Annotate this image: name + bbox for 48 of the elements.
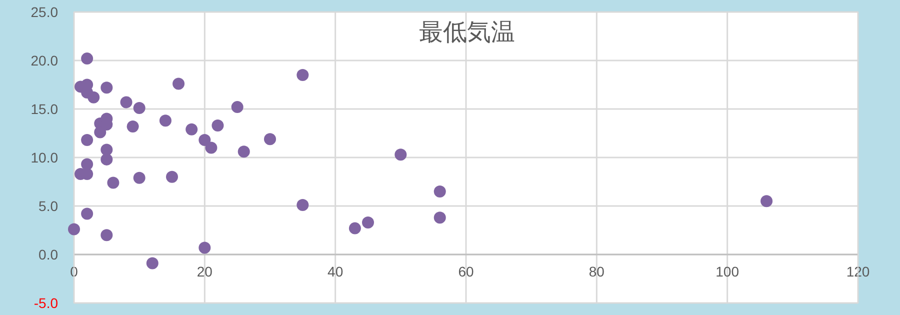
chart-title: 最低気温 <box>419 19 515 46</box>
point <box>146 257 158 270</box>
point <box>100 153 113 166</box>
point <box>81 52 94 65</box>
point <box>212 119 224 132</box>
point <box>166 170 178 183</box>
point <box>205 142 218 154</box>
x-tick-label: 80 <box>588 264 605 280</box>
y-tick-label: 15.0 <box>30 101 58 117</box>
point <box>100 144 113 156</box>
point <box>348 222 361 234</box>
point <box>238 146 250 158</box>
point <box>81 208 94 220</box>
point <box>198 242 211 254</box>
point <box>394 148 407 161</box>
point <box>88 91 100 104</box>
point <box>760 195 773 208</box>
point <box>133 102 146 114</box>
y-tick-label: 5.0 <box>38 198 58 214</box>
point <box>100 82 113 94</box>
point <box>231 101 244 114</box>
y-tick-label: 10.0 <box>30 150 58 166</box>
y-tick-label: -5.0 <box>34 295 58 311</box>
point <box>126 120 139 132</box>
y-tick-label: 20.0 <box>30 52 58 68</box>
point <box>68 223 80 236</box>
point <box>159 114 172 127</box>
point <box>172 78 185 90</box>
x-tick-label: 100 <box>716 264 740 280</box>
point <box>296 199 309 212</box>
y-tick-label: 25.0 <box>30 4 58 20</box>
x-tick-label: 40 <box>328 264 344 280</box>
x-tick-label: 60 <box>458 264 474 280</box>
x-tick-label: 20 <box>196 264 213 280</box>
point <box>362 216 374 228</box>
point <box>198 134 211 146</box>
point <box>133 172 146 184</box>
point <box>434 212 446 224</box>
point <box>264 133 276 146</box>
point <box>81 134 94 146</box>
point <box>120 96 132 108</box>
y-tick-label: 0.0 <box>38 246 58 262</box>
point <box>434 185 446 198</box>
point <box>107 176 120 189</box>
point <box>296 69 309 82</box>
x-tick-label: 120 <box>846 264 870 280</box>
point <box>100 229 113 242</box>
point <box>186 123 198 136</box>
